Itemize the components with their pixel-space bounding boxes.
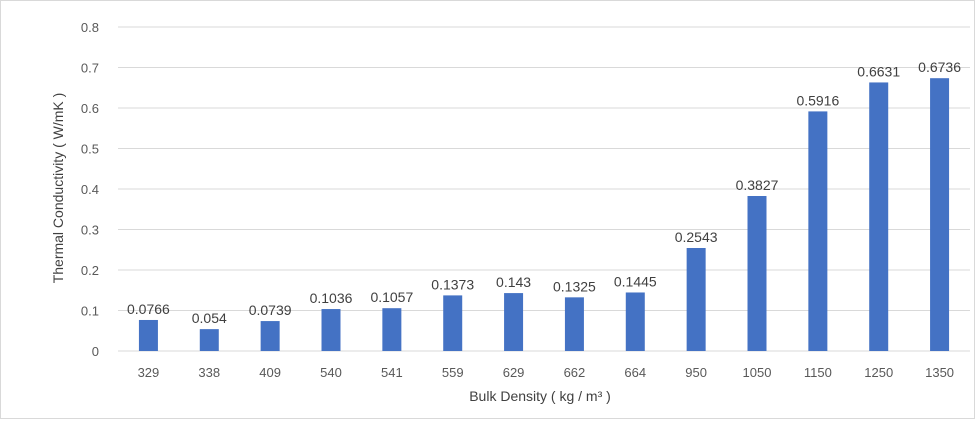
- data-label: 0.1325: [553, 278, 596, 294]
- data-labels: 0.0766 0.054 0.0739 0.1036 0.1057 0.1373 0.143…: [127, 59, 961, 326]
- bar: [138, 319, 158, 351]
- data-label: 0.054: [192, 310, 227, 326]
- bar: [260, 321, 280, 351]
- data-label: 0.0739: [249, 302, 292, 318]
- data-label: 0.0766: [127, 301, 170, 317]
- x-tick-label: 329: [138, 365, 160, 380]
- bar: [564, 297, 584, 351]
- bars: [138, 78, 950, 351]
- x-tick-label: 662: [564, 365, 586, 380]
- bar: [321, 309, 341, 351]
- bar: [199, 329, 219, 351]
- x-tick-label: 540: [320, 365, 342, 380]
- y-tick-label: 0.3: [81, 223, 99, 238]
- bar: [808, 111, 828, 351]
- x-tick-label: 559: [442, 365, 464, 380]
- data-label: 0.1373: [431, 276, 474, 292]
- bar: [443, 295, 463, 351]
- x-axis-ticks: 329 338 409 540 541 559 629 662 664 950 1050 1150 12…: [138, 365, 954, 380]
- y-tick-label: 0.1: [81, 304, 99, 319]
- x-tick-label: 541: [381, 365, 403, 380]
- bar: [869, 82, 889, 351]
- y-tick-label: 0: [92, 344, 99, 359]
- x-tick-label: 1350: [925, 365, 954, 380]
- bar: [747, 196, 767, 351]
- bar: [930, 78, 950, 351]
- data-label: 0.1057: [370, 289, 413, 305]
- y-tick-label: 0.6: [81, 101, 99, 116]
- x-tick-label: 1150: [804, 365, 832, 380]
- y-tick-label: 0.2: [81, 263, 99, 278]
- y-tick-label: 0.5: [81, 142, 99, 157]
- data-label: 0.1445: [614, 273, 657, 289]
- x-tick-label: 1050: [743, 365, 772, 380]
- bar: [625, 292, 645, 351]
- x-axis-title: Bulk Density ( kg / m³ ): [469, 388, 611, 404]
- data-label: 0.6736: [918, 59, 961, 75]
- y-tick-label: 0.4: [81, 182, 99, 197]
- bar: [382, 308, 402, 351]
- data-label: 0.2543: [675, 229, 718, 245]
- bar: [686, 248, 706, 351]
- data-label: 0.143: [496, 274, 531, 290]
- x-tick-label: 629: [503, 365, 525, 380]
- bar: [504, 293, 524, 351]
- x-tick-label: 664: [624, 365, 646, 380]
- gridlines: [118, 26, 970, 352]
- x-tick-label: 1250: [864, 365, 893, 380]
- data-label: 0.3827: [736, 177, 779, 193]
- x-tick-label: 338: [198, 365, 220, 380]
- y-tick-label: 0.8: [81, 20, 99, 35]
- y-axis-ticks: 0 0.1 0.2 0.3 0.4 0.5 0.6 0.7 0.8: [81, 20, 99, 359]
- x-tick-label: 409: [259, 365, 281, 380]
- data-label: 0.5916: [796, 92, 839, 108]
- data-label: 0.1036: [310, 290, 353, 306]
- y-tick-label: 0.7: [81, 61, 99, 76]
- y-axis-title: Thermal Conductivity ( W/mK ): [50, 93, 66, 284]
- data-label: 0.6631: [857, 63, 900, 79]
- x-tick-label: 950: [685, 365, 707, 380]
